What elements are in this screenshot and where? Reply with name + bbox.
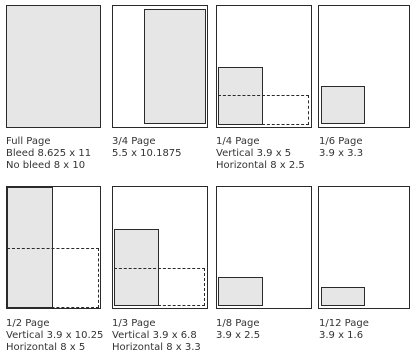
sixth-page-size: 3.9 x 3.3 [319,148,364,159]
half-page-horizontal-outline [7,248,99,308]
three-quarter-page-ad-area [144,9,206,124]
sixth-page-title: 1/6 Page [319,136,363,147]
half-page-horizontal-size: Horizontal 8 x 5 [6,342,86,353]
third-page-horizontal-size: Horizontal 8 x 3.3 [112,342,201,353]
three-quarter-page-title: 3/4 Page [112,136,156,147]
full-page-ad-area [6,5,101,128]
quarter-page-title: 1/4 Page [216,136,260,147]
sixth-page-ad-area [321,86,365,124]
twelfth-page-diagram [318,186,410,309]
half-page-vertical-ad [7,187,53,308]
quarter-page-vertical-size: Vertical 3.9 x 5 [216,148,292,159]
three-quarter-page-diagram [112,5,208,128]
eighth-page-size: 3.9 x 2.5 [216,330,261,341]
three-quarter-page-caption: 3/4 Page 5.5 x 10.1875 [112,136,182,160]
full-page-caption: Full Page Bleed 8.625 x 11 No bleed 8 x … [6,136,91,172]
eighth-page-ad-area [218,277,263,306]
half-page-diagram [6,186,101,309]
eighth-page-diagram [216,186,312,309]
third-page-horizontal-outline [114,268,205,306]
quarter-page-diagram [216,5,312,128]
half-page-caption: 1/2 Page Vertical 3.9 x 10.25 Horizontal… [6,318,103,354]
twelfth-page-caption: 1/12 Page 3.9 x 1.6 [319,318,369,342]
third-page-diagram [112,186,208,309]
full-page-no-bleed-size: No bleed 8 x 10 [6,160,86,171]
eighth-page-title: 1/8 Page [216,318,260,329]
third-page-caption: 1/3 Page Vertical 3.9 x 6.8 Horizontal 8… [112,318,201,354]
quarter-page-horizontal-outline [218,95,309,125]
twelfth-page-title: 1/12 Page [319,318,369,329]
third-page-vertical-size: Vertical 3.9 x 6.8 [112,330,197,341]
third-page-title: 1/3 Page [112,318,156,329]
sixth-page-diagram [318,5,410,128]
half-page-vertical-size: Vertical 3.9 x 10.25 [6,330,104,341]
eighth-page-caption: 1/8 Page 3.9 x 2.5 [216,318,260,342]
sixth-page-caption: 1/6 Page 3.9 x 3.3 [319,136,363,160]
twelfth-page-size: 3.9 x 1.6 [319,330,364,341]
twelfth-page-ad-area [321,287,365,306]
quarter-page-caption: 1/4 Page Vertical 3.9 x 5 Horizontal 8 x… [216,136,305,172]
full-page-bleed-size: Bleed 8.625 x 11 [6,148,92,159]
full-page-title: Full Page [6,136,51,147]
half-page-title: 1/2 Page [6,318,50,329]
three-quarter-page-size: 5.5 x 10.1875 [112,148,182,159]
quarter-page-horizontal-size: Horizontal 8 x 2.5 [216,160,305,171]
full-page-diagram [6,5,101,128]
